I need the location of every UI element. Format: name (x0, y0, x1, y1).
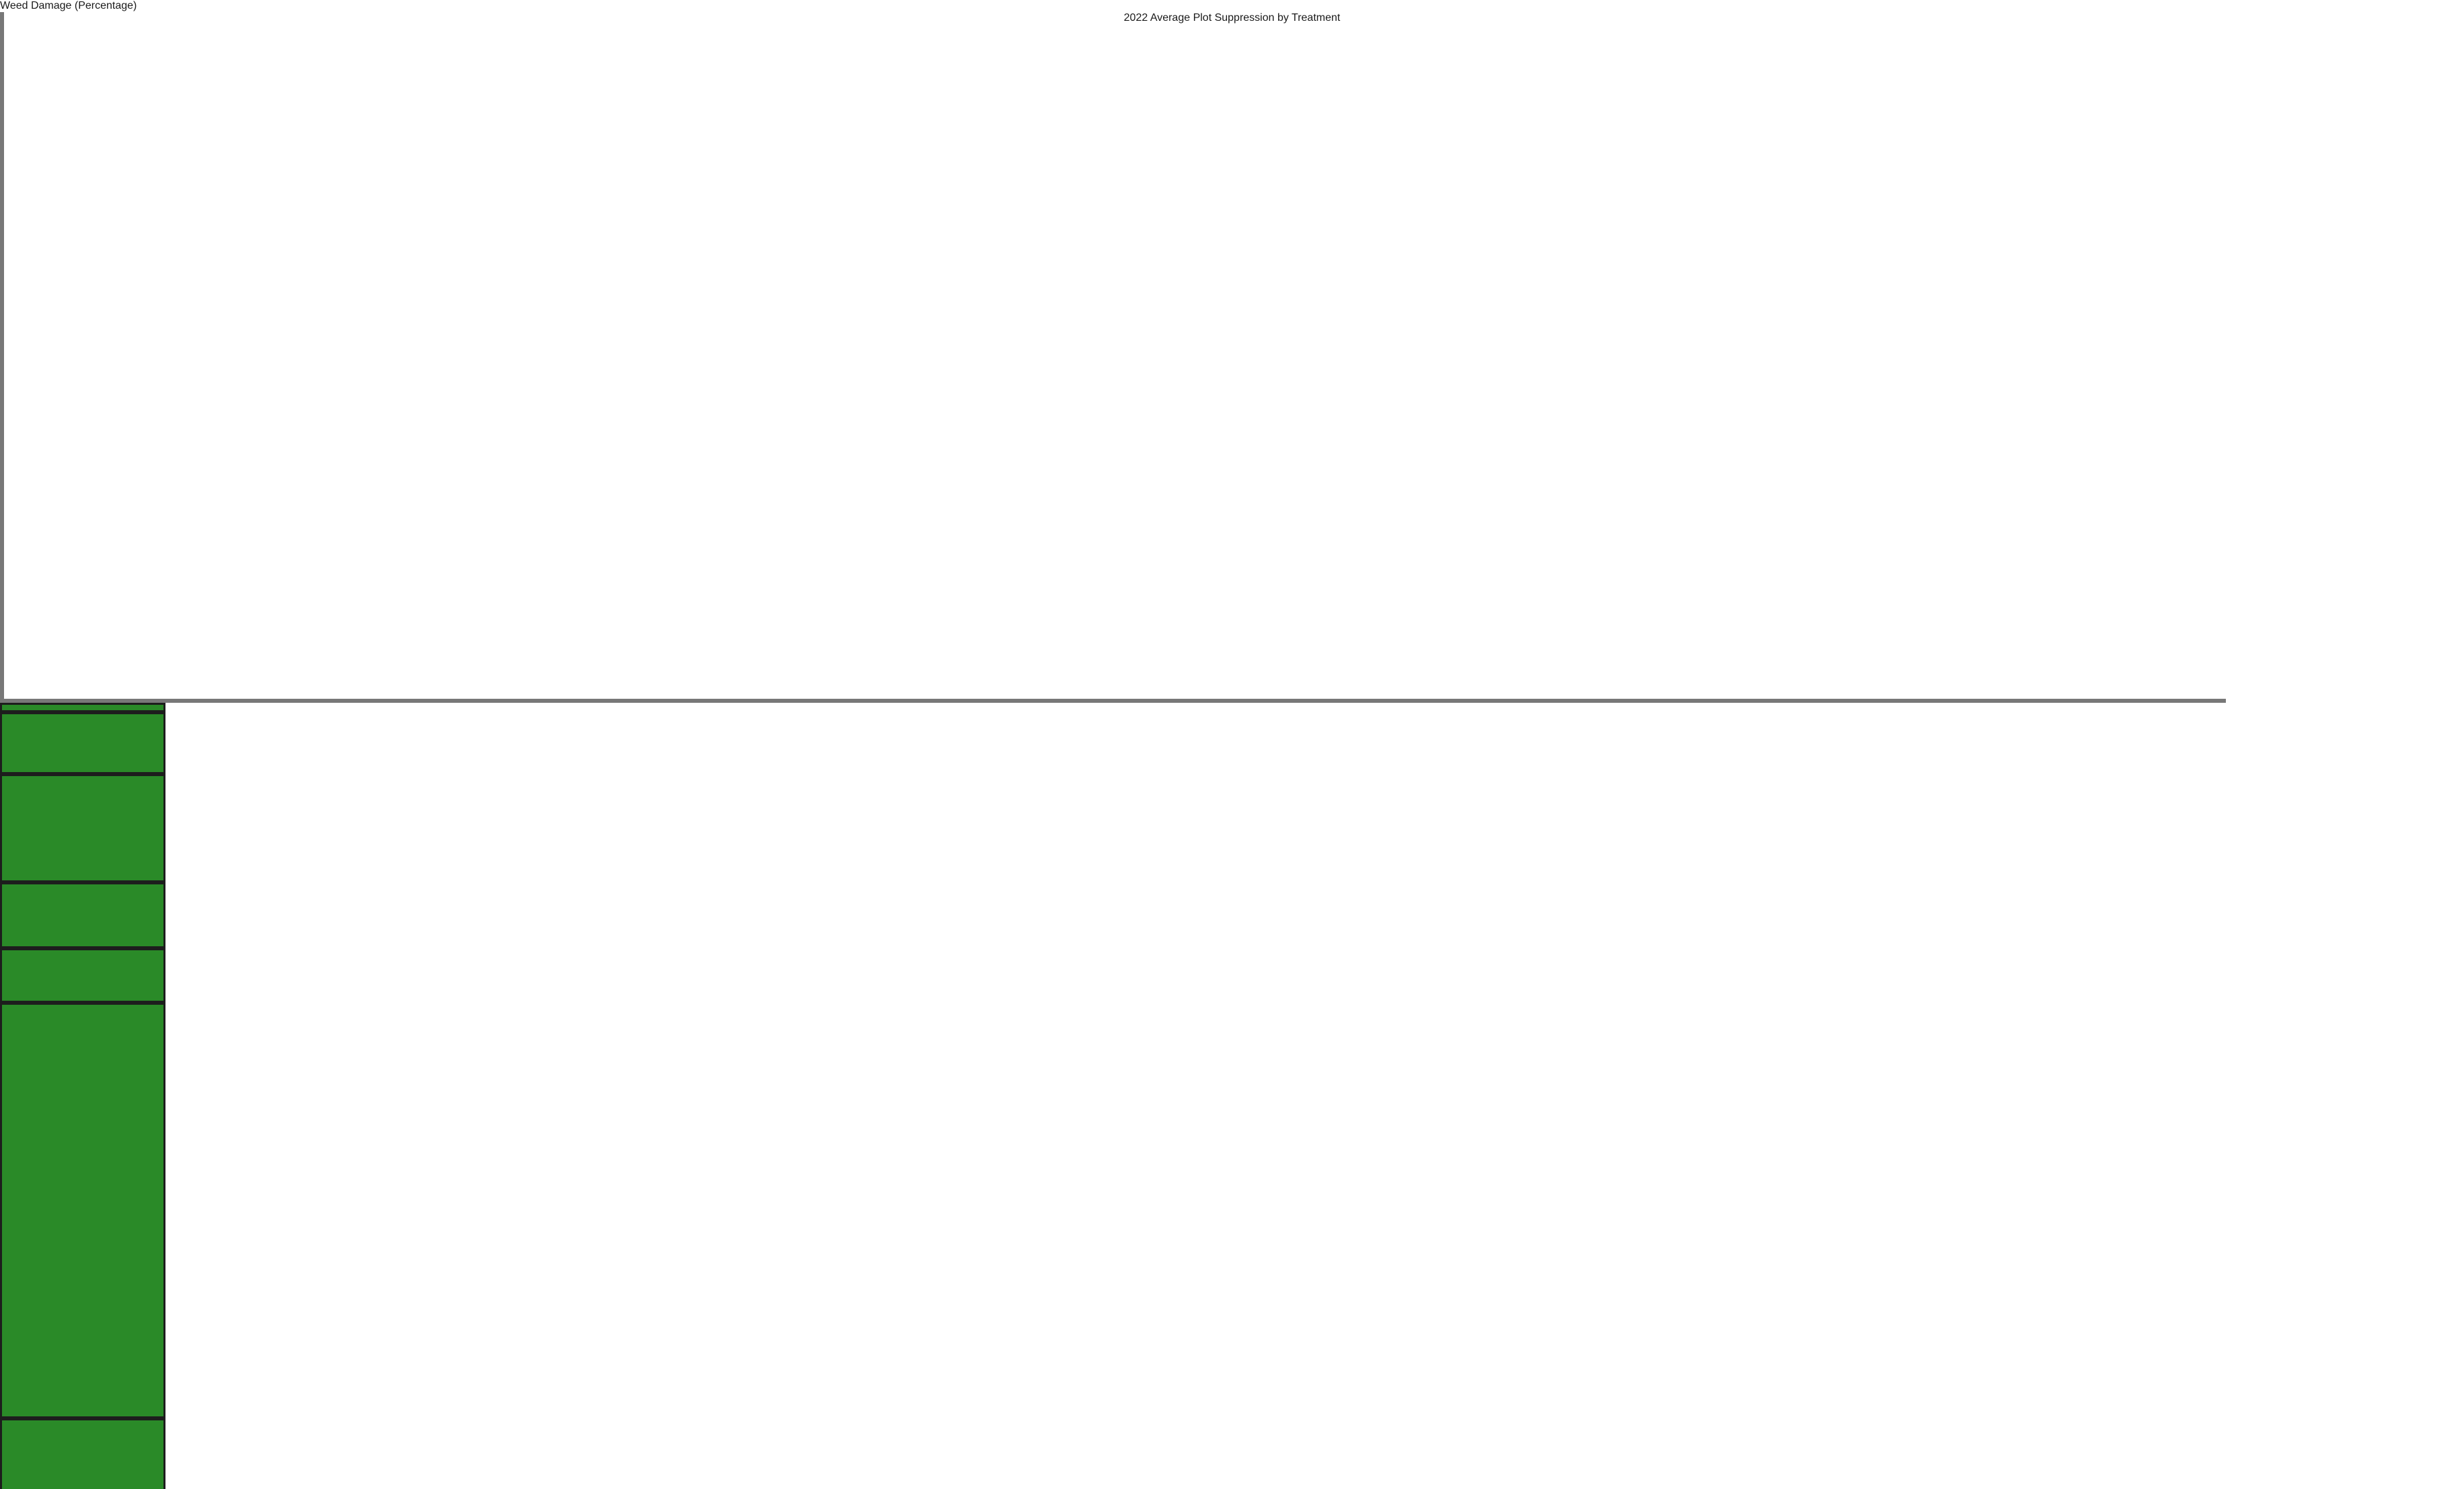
bar (0, 703, 165, 712)
plot-area: ecdccddeabcdde01020304050ControlDIYVineg… (0, 12, 2464, 1489)
axis-frame-bottom (0, 699, 2226, 703)
bar (0, 1003, 165, 1418)
bar (0, 882, 165, 948)
bar (0, 712, 165, 774)
y-axis-label: Weed Damage (Percentage) (0, 0, 137, 11)
bar (0, 773, 165, 883)
bar (0, 1418, 165, 1489)
chart-title: 2022 Average Plot Suppression by Treatme… (1123, 12, 1341, 24)
axis-frame-left (0, 12, 4, 699)
bar (0, 948, 165, 1003)
